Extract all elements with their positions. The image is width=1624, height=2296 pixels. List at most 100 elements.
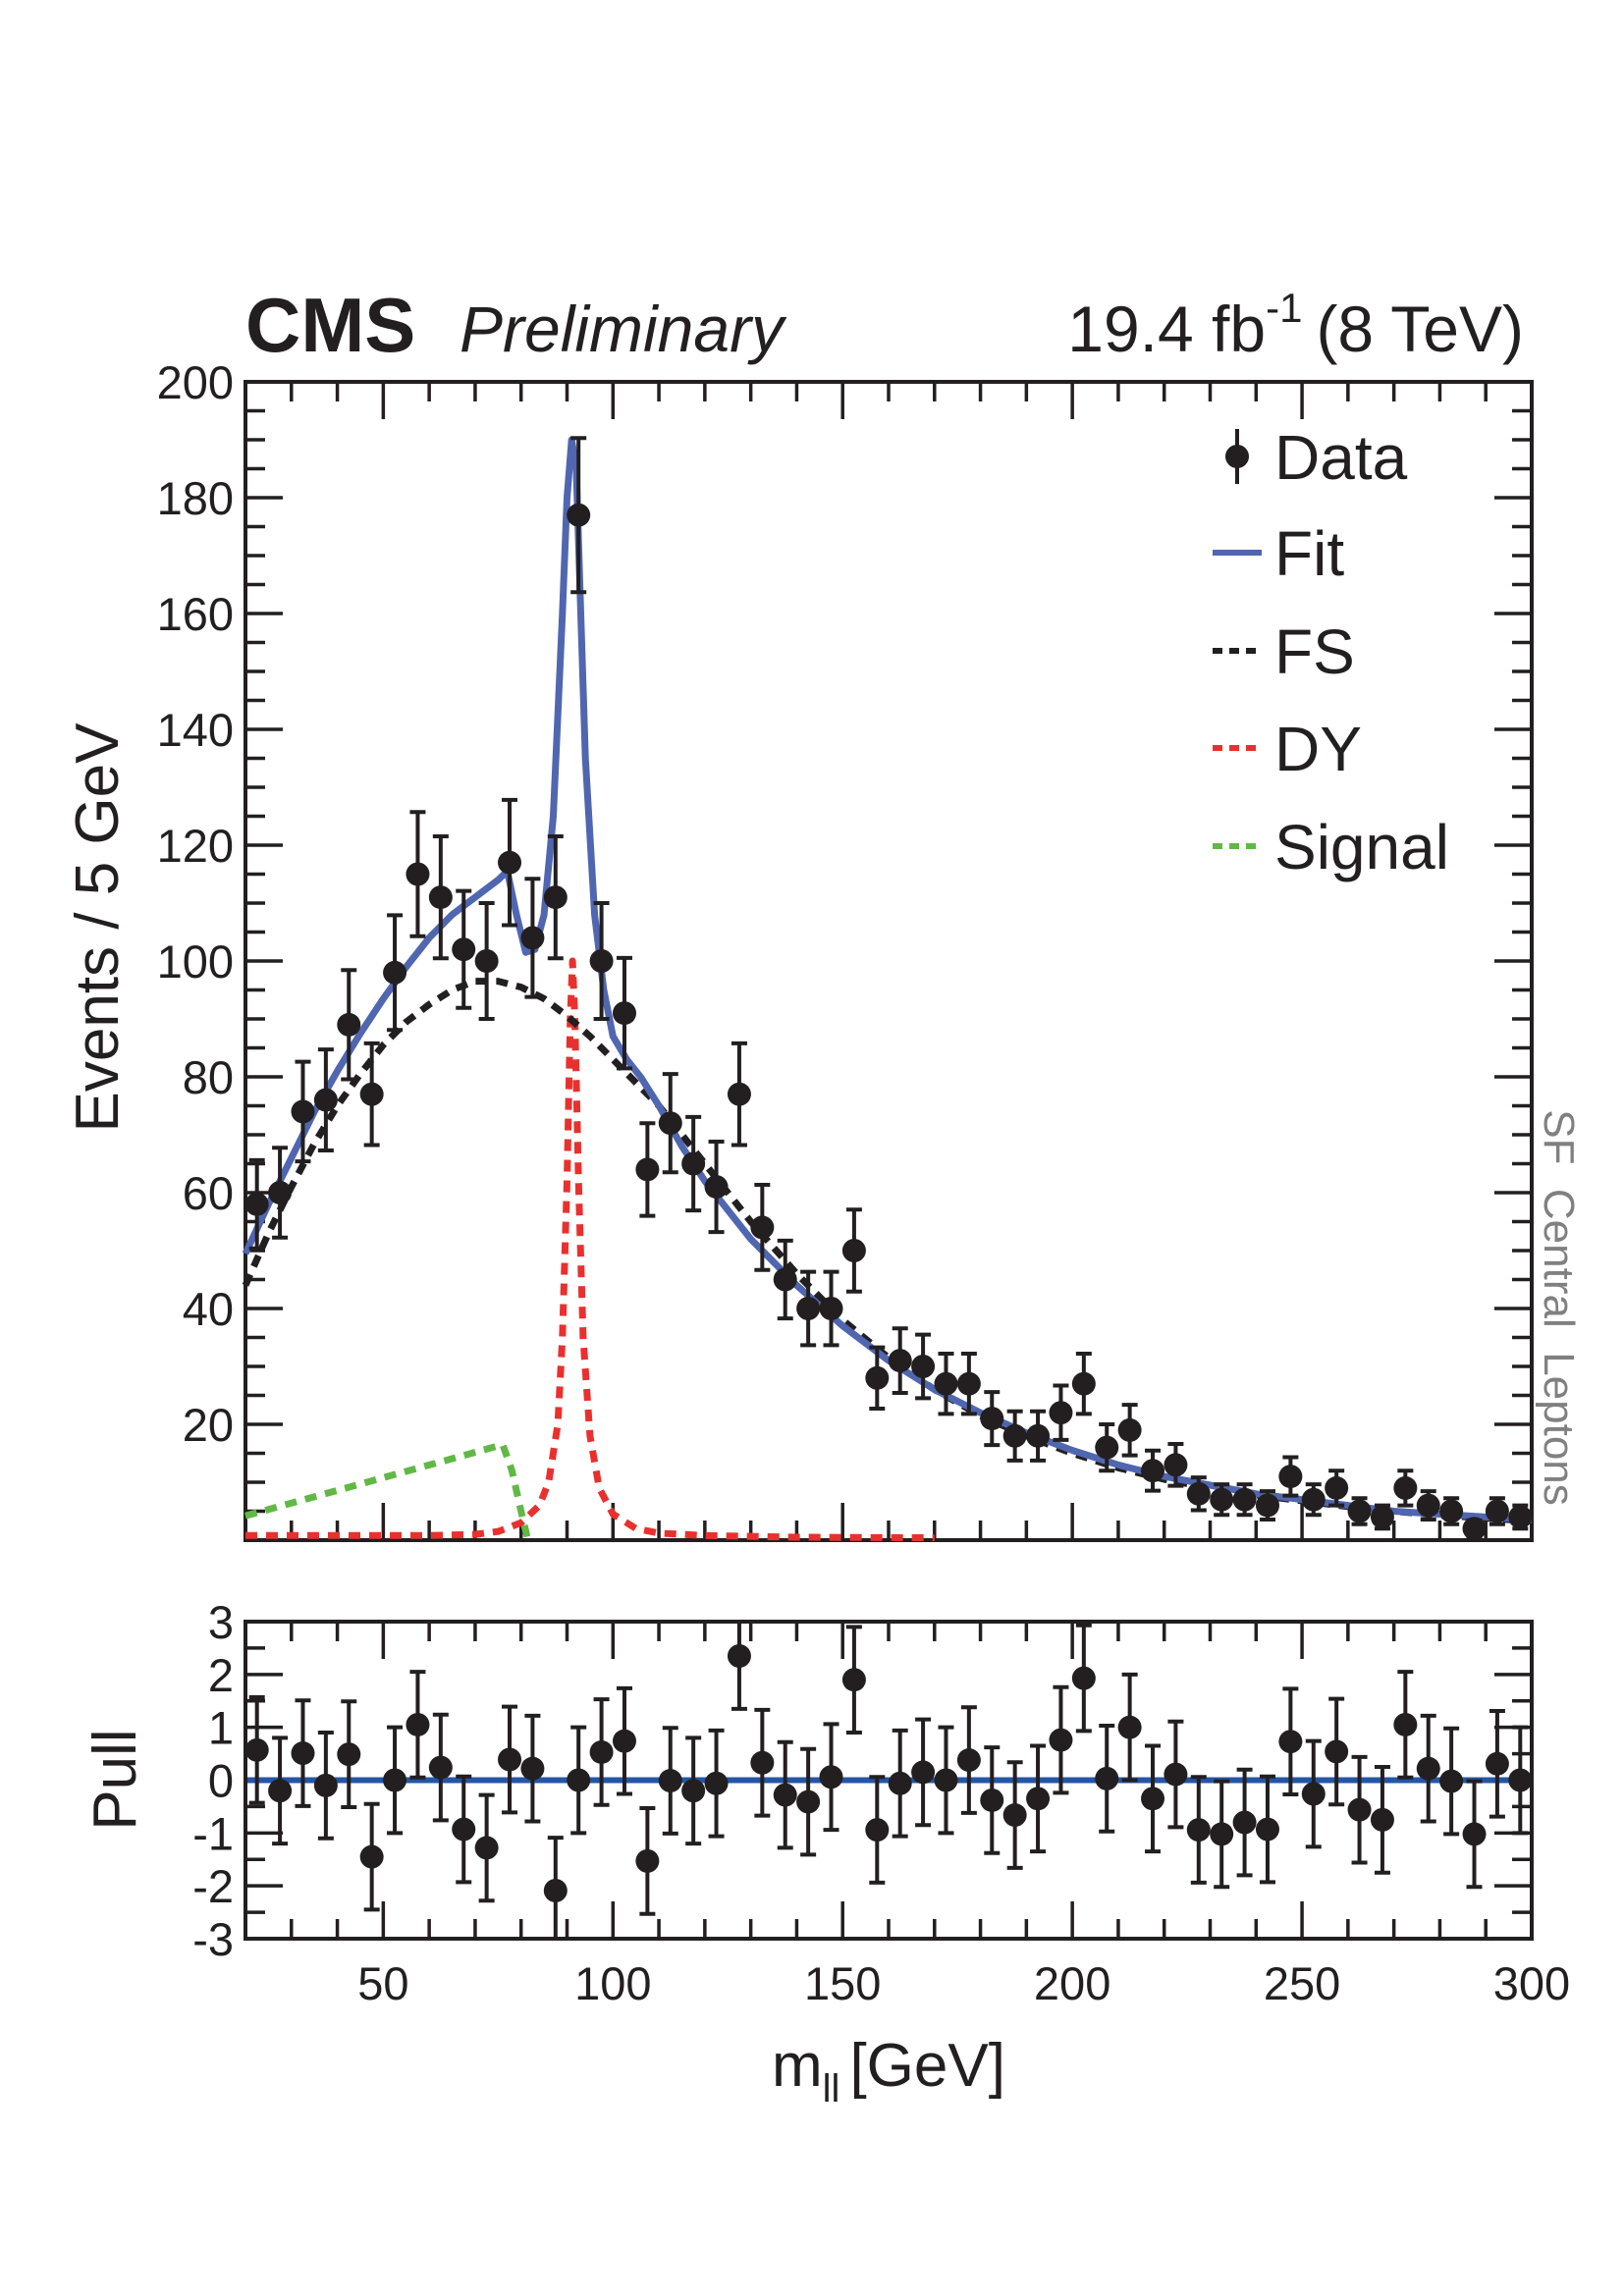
main-y-tick-label: 20 <box>183 1399 234 1451</box>
data-point <box>1439 1499 1464 1523</box>
pull-point <box>1141 1787 1165 1811</box>
data-point <box>796 1297 821 1320</box>
data-point <box>681 1151 706 1176</box>
data-point <box>1255 1493 1279 1518</box>
pull-plot-data-points <box>244 1622 1533 1939</box>
main-y-tick-label: 140 <box>157 704 234 756</box>
pull-point <box>635 1848 660 1873</box>
data-point <box>359 1082 384 1106</box>
x-tick-label: 150 <box>804 1957 881 2009</box>
pull-point <box>658 1769 682 1793</box>
data-point <box>1164 1453 1188 1477</box>
main-y-tick-label: 60 <box>183 1167 234 1219</box>
pull-point <box>1485 1751 1509 1776</box>
data-point <box>1232 1487 1257 1512</box>
data-point <box>1278 1465 1303 1489</box>
data-point <box>244 1192 269 1216</box>
pull-point <box>1026 1787 1051 1811</box>
pull-point <box>750 1750 775 1775</box>
data-point <box>567 503 591 527</box>
pull-y-tick-label: -3 <box>192 1913 234 1965</box>
main-y-tick-label: 100 <box>157 935 234 988</box>
main-y-tick-label: 120 <box>157 820 234 872</box>
pull-point <box>1255 1817 1279 1842</box>
pull-point <box>1347 1797 1372 1822</box>
pull-point <box>888 1771 912 1795</box>
x-axis-title-m: m <box>772 2032 823 2100</box>
pull-point <box>681 1779 706 1803</box>
data-point <box>888 1349 912 1373</box>
main-y-tick-label: 160 <box>157 588 234 640</box>
legend-signal-label: Signal <box>1274 812 1449 882</box>
pull-point <box>727 1643 751 1668</box>
pull-point <box>1462 1822 1487 1846</box>
data-point <box>1347 1499 1372 1523</box>
pull-point <box>337 1742 361 1767</box>
signal-curve <box>244 1441 532 1541</box>
legend: Data Fit FS DY Signal <box>1213 422 1449 882</box>
data-point <box>1117 1417 1142 1442</box>
pull-point <box>980 1788 1004 1812</box>
pull-point <box>1508 1768 1533 1792</box>
pull-point <box>1439 1769 1464 1793</box>
main-y-tick-label: 200 <box>157 356 234 408</box>
pull-point <box>520 1756 545 1781</box>
data-point <box>1370 1505 1394 1529</box>
data-point <box>911 1355 936 1378</box>
data-point <box>1462 1517 1487 1541</box>
pull-point <box>291 1741 315 1766</box>
lumi-label: 19.4 fb-1 (8 TeV) <box>1067 285 1524 365</box>
data-point <box>1095 1435 1119 1460</box>
experiment-label: CMS <box>245 282 415 368</box>
main-y-tick-label: 80 <box>183 1051 234 1103</box>
x-tick-label: 200 <box>1034 1957 1110 2009</box>
data-point <box>1485 1499 1509 1523</box>
main-plot-axes: 20 40 60 80 100 120 140 160 180 200 <box>157 356 1534 1542</box>
data-point <box>313 1088 338 1112</box>
data-point <box>383 960 407 985</box>
pull-point <box>474 1836 499 1860</box>
legend-data-marker-icon <box>1225 445 1249 468</box>
data-point <box>1210 1487 1234 1512</box>
pull-point <box>268 1779 293 1803</box>
pull-point <box>543 1879 568 1903</box>
data-point <box>980 1407 1004 1431</box>
data-point <box>773 1267 797 1292</box>
pull-point <box>1301 1782 1326 1806</box>
main-plot-curves <box>242 436 1533 1542</box>
pull-point <box>1186 1818 1211 1842</box>
lumi-value: 19.4 fb <box>1067 293 1266 365</box>
pull-point <box>406 1712 430 1736</box>
data-point <box>428 885 453 910</box>
main-y-tick-label: 180 <box>157 472 234 524</box>
x-axis-title-sub: ll <box>823 2067 840 2110</box>
pull-y-tick-label: -1 <box>192 1807 234 1859</box>
pull-point <box>1002 1803 1027 1828</box>
pull-point <box>383 1768 407 1792</box>
pull-point <box>1278 1730 1303 1754</box>
pull-point <box>1117 1715 1142 1739</box>
pull-point <box>796 1789 821 1814</box>
data-point <box>727 1082 751 1106</box>
data-point <box>291 1099 315 1124</box>
x-tick-label: 300 <box>1493 1957 1570 2009</box>
pull-point <box>704 1771 729 1795</box>
data-point <box>934 1371 958 1396</box>
pull-y-axis-title: Pull <box>81 1729 149 1830</box>
data-point <box>612 1001 636 1026</box>
data-point <box>750 1215 775 1240</box>
legend-dy-label: DY <box>1274 714 1362 784</box>
data-point <box>841 1239 866 1262</box>
legend-fit-label: Fit <box>1274 518 1344 589</box>
data-point <box>543 885 568 910</box>
energy-label: (8 TeV) <box>1316 293 1524 365</box>
pull-y-tick-label: 1 <box>208 1702 234 1754</box>
status-label: Preliminary <box>460 293 787 365</box>
data-point <box>1141 1459 1165 1483</box>
pull-point <box>1370 1807 1394 1832</box>
pull-point <box>428 1755 453 1780</box>
x-tick-label: 50 <box>357 1957 408 2009</box>
data-point <box>1416 1493 1440 1518</box>
